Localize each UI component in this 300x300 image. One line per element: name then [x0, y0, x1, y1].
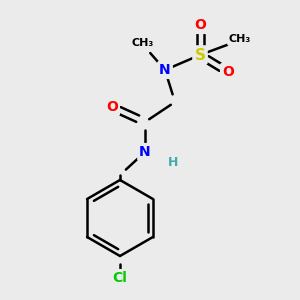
- Text: CH₃: CH₃: [132, 38, 154, 48]
- Text: O: O: [222, 65, 234, 79]
- Text: N: N: [139, 145, 151, 159]
- Text: O: O: [194, 18, 206, 32]
- Text: CH₃: CH₃: [229, 34, 251, 44]
- Text: S: S: [194, 47, 206, 62]
- Text: Cl: Cl: [112, 271, 128, 285]
- Text: H: H: [168, 155, 178, 169]
- Text: N: N: [159, 63, 171, 77]
- Text: O: O: [106, 100, 118, 114]
